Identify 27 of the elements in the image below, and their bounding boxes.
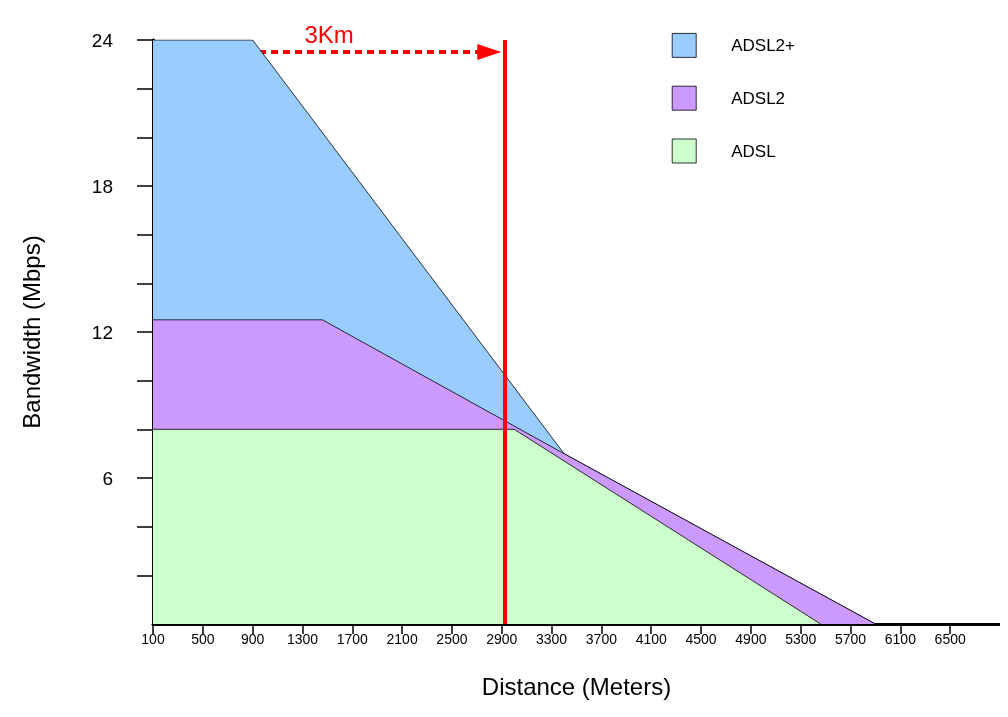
y-tick-label: 6 xyxy=(102,467,113,489)
x-tick-label: 4500 xyxy=(685,631,717,647)
legend-label: ADSL2 xyxy=(731,88,786,108)
x-tick-label: 2100 xyxy=(386,631,418,647)
y-tick-label: 12 xyxy=(91,321,113,343)
x-tick-label: 6100 xyxy=(884,631,917,647)
ref-line-label: 3Km xyxy=(304,20,354,48)
legend-label: ADSL2+ xyxy=(731,35,796,55)
x-tick-label: 3300 xyxy=(536,631,568,647)
x-tick-label: 5700 xyxy=(834,631,867,647)
x-tick-label: 3700 xyxy=(585,631,618,647)
x-tick-label: 4900 xyxy=(735,631,767,647)
x-tick-label: 100 xyxy=(141,631,165,647)
x-tick-label: 2900 xyxy=(486,631,518,647)
x-tick-label: 4100 xyxy=(635,631,668,647)
x-tick-label: 1700 xyxy=(336,631,369,647)
x-axis-title: Distance (Meters) xyxy=(481,672,672,700)
x-tick-label: 5300 xyxy=(785,631,817,647)
y-tick-label: 24 xyxy=(91,29,114,51)
x-tick-label: 500 xyxy=(191,631,215,647)
y-tick-label: 18 xyxy=(91,175,113,197)
x-tick-label: 2500 xyxy=(436,631,468,647)
x-tick-label: 900 xyxy=(240,631,265,647)
x-tick-label: 6500 xyxy=(934,631,966,647)
x-tick-label: 1300 xyxy=(286,631,319,647)
legend-label: ADSL xyxy=(731,141,776,161)
y-axis-title: Bandwidth (Mbps) xyxy=(17,235,45,429)
